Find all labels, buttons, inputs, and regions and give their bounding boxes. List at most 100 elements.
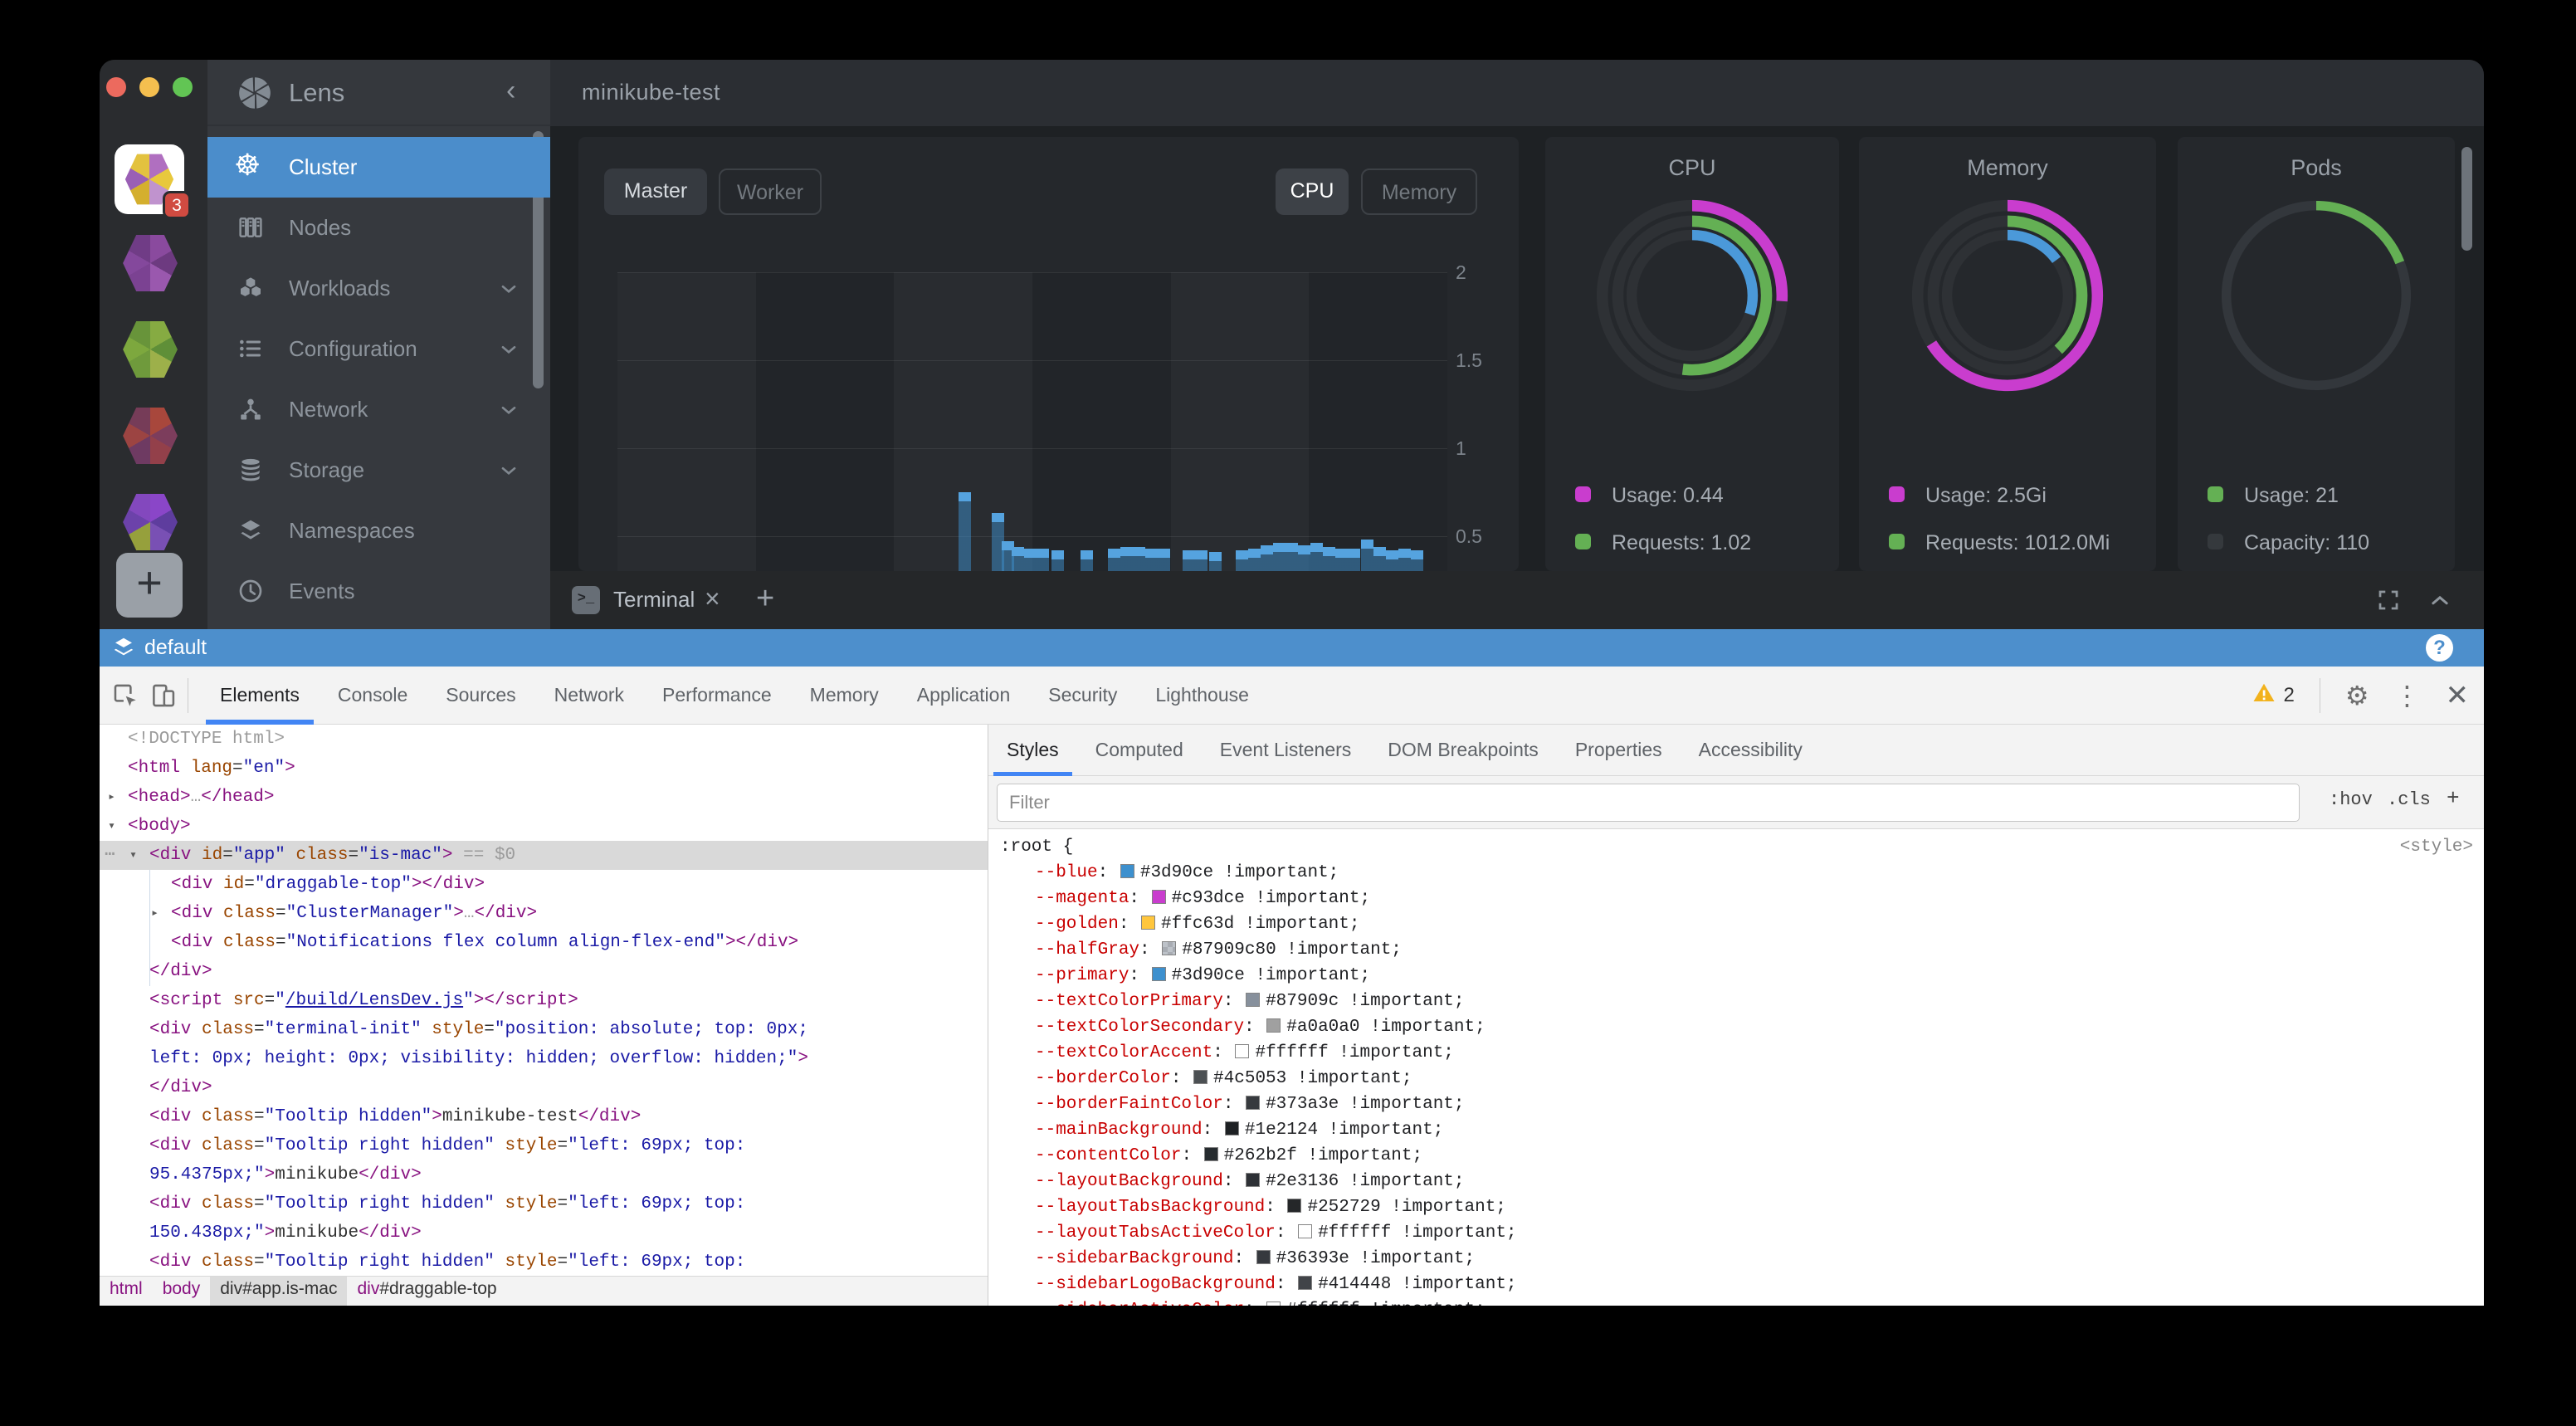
style-source-link[interactable]: <style> [2399,838,2473,857]
devtools-tab-application[interactable]: Application [916,684,1011,706]
color-swatch[interactable] [1120,864,1134,878]
devtools-tab-security[interactable]: Security [1048,684,1118,706]
css-property-row[interactable]: --contentColor: #262b2f !important; [1000,1143,2473,1169]
dom-node[interactable]: </div> [100,957,988,986]
active-cluster-tile[interactable]: 3 [115,144,191,219]
css-property-row[interactable]: --magenta: #c93dce !important; [1000,886,2473,911]
color-swatch[interactable] [1246,993,1261,1007]
class-toggle[interactable]: .cls [2387,789,2431,810]
sidebar-item-nodes[interactable]: Nodes [207,198,550,258]
chevron-down-icon[interactable] [498,399,520,421]
breadcrumb-item[interactable]: html [100,1277,153,1306]
devtools-tab-console[interactable]: Console [337,684,408,706]
cluster-tile[interactable] [123,320,178,378]
sidebar-item-configuration[interactable]: Configuration [207,319,550,379]
sidebar-item-storage[interactable]: Storage [207,440,550,501]
devtools-tab-memory[interactable]: Memory [809,684,879,706]
css-property-row[interactable]: --sidebarActiveColor: #ffffff !important… [1000,1297,2473,1306]
styles-tab-accessibility[interactable]: Accessibility [1698,739,1803,760]
css-property-row[interactable]: --textColorPrimary: #87909c !important; [1000,989,2473,1014]
dom-gutter-ellipsis[interactable]: ⋯ [105,846,115,865]
css-property-row[interactable]: --halfGray: #87909c80 !important; [1000,937,2473,963]
dom-node[interactable]: ▸ <head>…</head> [100,783,988,812]
dom-node[interactable]: <html lang="en"> [100,754,988,783]
zoom-window-button[interactable] [173,77,193,97]
chevron-down-icon[interactable] [498,339,520,360]
devtools-tab-network[interactable]: Network [554,684,624,706]
css-property-row[interactable]: --layoutTabsBackground: #252729 !importa… [1000,1194,2473,1220]
styles-tab-properties[interactable]: Properties [1574,739,1662,760]
color-swatch[interactable] [1298,1224,1313,1238]
color-swatch[interactable] [1235,1044,1250,1058]
css-property-row[interactable]: --primary: #3d90ce !important; [1000,963,2473,989]
more-options-icon[interactable]: ⋮ [2393,680,2421,711]
dom-node[interactable]: ▾ <body> [100,812,988,841]
pseudo-state-toggle[interactable]: :hov [2329,789,2373,810]
dock-collapse-icon[interactable] [2427,588,2452,613]
memory-toggle-button[interactable]: Memory [1361,168,1477,215]
dom-node[interactable]: <div class="Tooltip right hidden" style=… [100,1189,988,1218]
expand-arrow-open-icon[interactable]: ▾ [129,848,138,862]
color-swatch[interactable] [1266,1301,1281,1306]
color-swatch[interactable] [1266,1018,1281,1033]
dom-node-selected[interactable]: ⋯ ▾ <div id="app" class="is-mac"> == $0 [100,841,988,870]
sidebar-item-events[interactable]: Events [207,561,550,622]
content-scrollbar[interactable] [2461,147,2472,251]
dom-node[interactable]: <!DOCTYPE html> [100,725,988,754]
color-swatch[interactable] [1224,1121,1239,1135]
devtools-tab-lighthouse[interactable]: Lighthouse [1155,684,1249,706]
color-swatch[interactable] [1298,1276,1313,1290]
dom-node[interactable]: <div class="terminal-init" style="positi… [100,1015,988,1044]
sidebar-item-namespaces[interactable]: Namespaces [207,501,550,561]
expand-arrow-closed-icon[interactable]: ▸ [108,790,116,804]
devtools-tab-performance[interactable]: Performance [662,684,772,706]
add-cluster-button[interactable]: + [116,553,183,618]
chevron-down-icon[interactable] [498,460,520,481]
devtools-close-icon[interactable]: ✕ [2445,680,2470,711]
worker-toggle-button[interactable]: Worker [719,168,822,215]
color-swatch[interactable] [1151,890,1166,904]
new-style-rule-button[interactable]: + [2447,786,2460,811]
styles-tab-dom-breakpoints[interactable]: DOM Breakpoints [1388,739,1539,760]
css-property-row[interactable]: --textColorSecondary: #a0a0a0 !important… [1000,1014,2473,1040]
namespace-label[interactable]: default [144,636,207,659]
minimize-window-button[interactable] [139,77,159,97]
color-swatch[interactable] [1193,1070,1208,1084]
css-property-row[interactable]: --sidebarLogoBackground: #414448 !import… [1000,1272,2473,1297]
expand-arrow-open-icon[interactable]: ▾ [108,819,116,833]
dom-node[interactable]: </div> [100,1073,988,1102]
color-swatch[interactable] [1287,1199,1302,1213]
dom-node[interactable]: <div class="Notifications flex column al… [100,928,988,957]
devtools-tab-elements[interactable]: Elements [201,667,319,725]
source-link[interactable]: /build/LensDev.js [285,991,464,1010]
dom-node[interactable]: <div class="Tooltip hidden">minikube-tes… [100,1102,988,1131]
color-swatch[interactable] [1151,967,1166,981]
terminal-close-icon[interactable]: × [705,584,720,613]
sidebar-collapse-icon[interactable]: ‹ [506,75,516,106]
sidebar-item-network[interactable]: Network [207,379,550,440]
color-swatch[interactable] [1246,1173,1261,1187]
css-property-row[interactable]: --borderColor: #4c5053 !important; [1000,1066,2473,1091]
master-toggle-button[interactable]: Master [604,168,707,215]
cpu-toggle-button[interactable]: CPU [1276,168,1349,215]
dom-node[interactable]: left: 0px; height: 0px; visibility: hidd… [100,1044,988,1073]
terminal-add-icon[interactable]: + [756,581,775,616]
sidebar-item-workloads[interactable]: Workloads [207,258,550,319]
css-property-row[interactable]: --sidebarBackground: #36393e !important; [1000,1246,2473,1272]
dom-node[interactable]: ▸ <div class="ClusterManager">…</div> [100,899,988,928]
css-property-row[interactable]: --textColorAccent: #ffffff !important; [1000,1040,2473,1066]
devtools-tab-sources[interactable]: Sources [446,684,516,706]
color-swatch[interactable] [1246,1096,1261,1110]
styles-tab-styles[interactable]: Styles [988,725,1077,776]
dom-node[interactable]: 150.438px;">minikube</div> [100,1218,988,1248]
dom-node[interactable]: 95.4375px;">minikube</div> [100,1160,988,1189]
dom-node[interactable]: <script src="/build/LensDev.js"></script… [100,986,988,1015]
expand-arrow-closed-icon[interactable]: ▸ [151,906,159,921]
settings-gear-icon[interactable]: ⚙ [2344,680,2369,711]
styles-filter-input[interactable] [997,784,2300,822]
device-toolbar-icon[interactable] [149,681,178,710]
breadcrumb-item[interactable]: body [153,1277,211,1306]
styles-tab-computed[interactable]: Computed [1095,739,1183,760]
css-property-row[interactable]: --layoutBackground: #2e3136 !important; [1000,1169,2473,1194]
sidebar-item-cluster[interactable]: ☸ Cluster [207,137,550,198]
